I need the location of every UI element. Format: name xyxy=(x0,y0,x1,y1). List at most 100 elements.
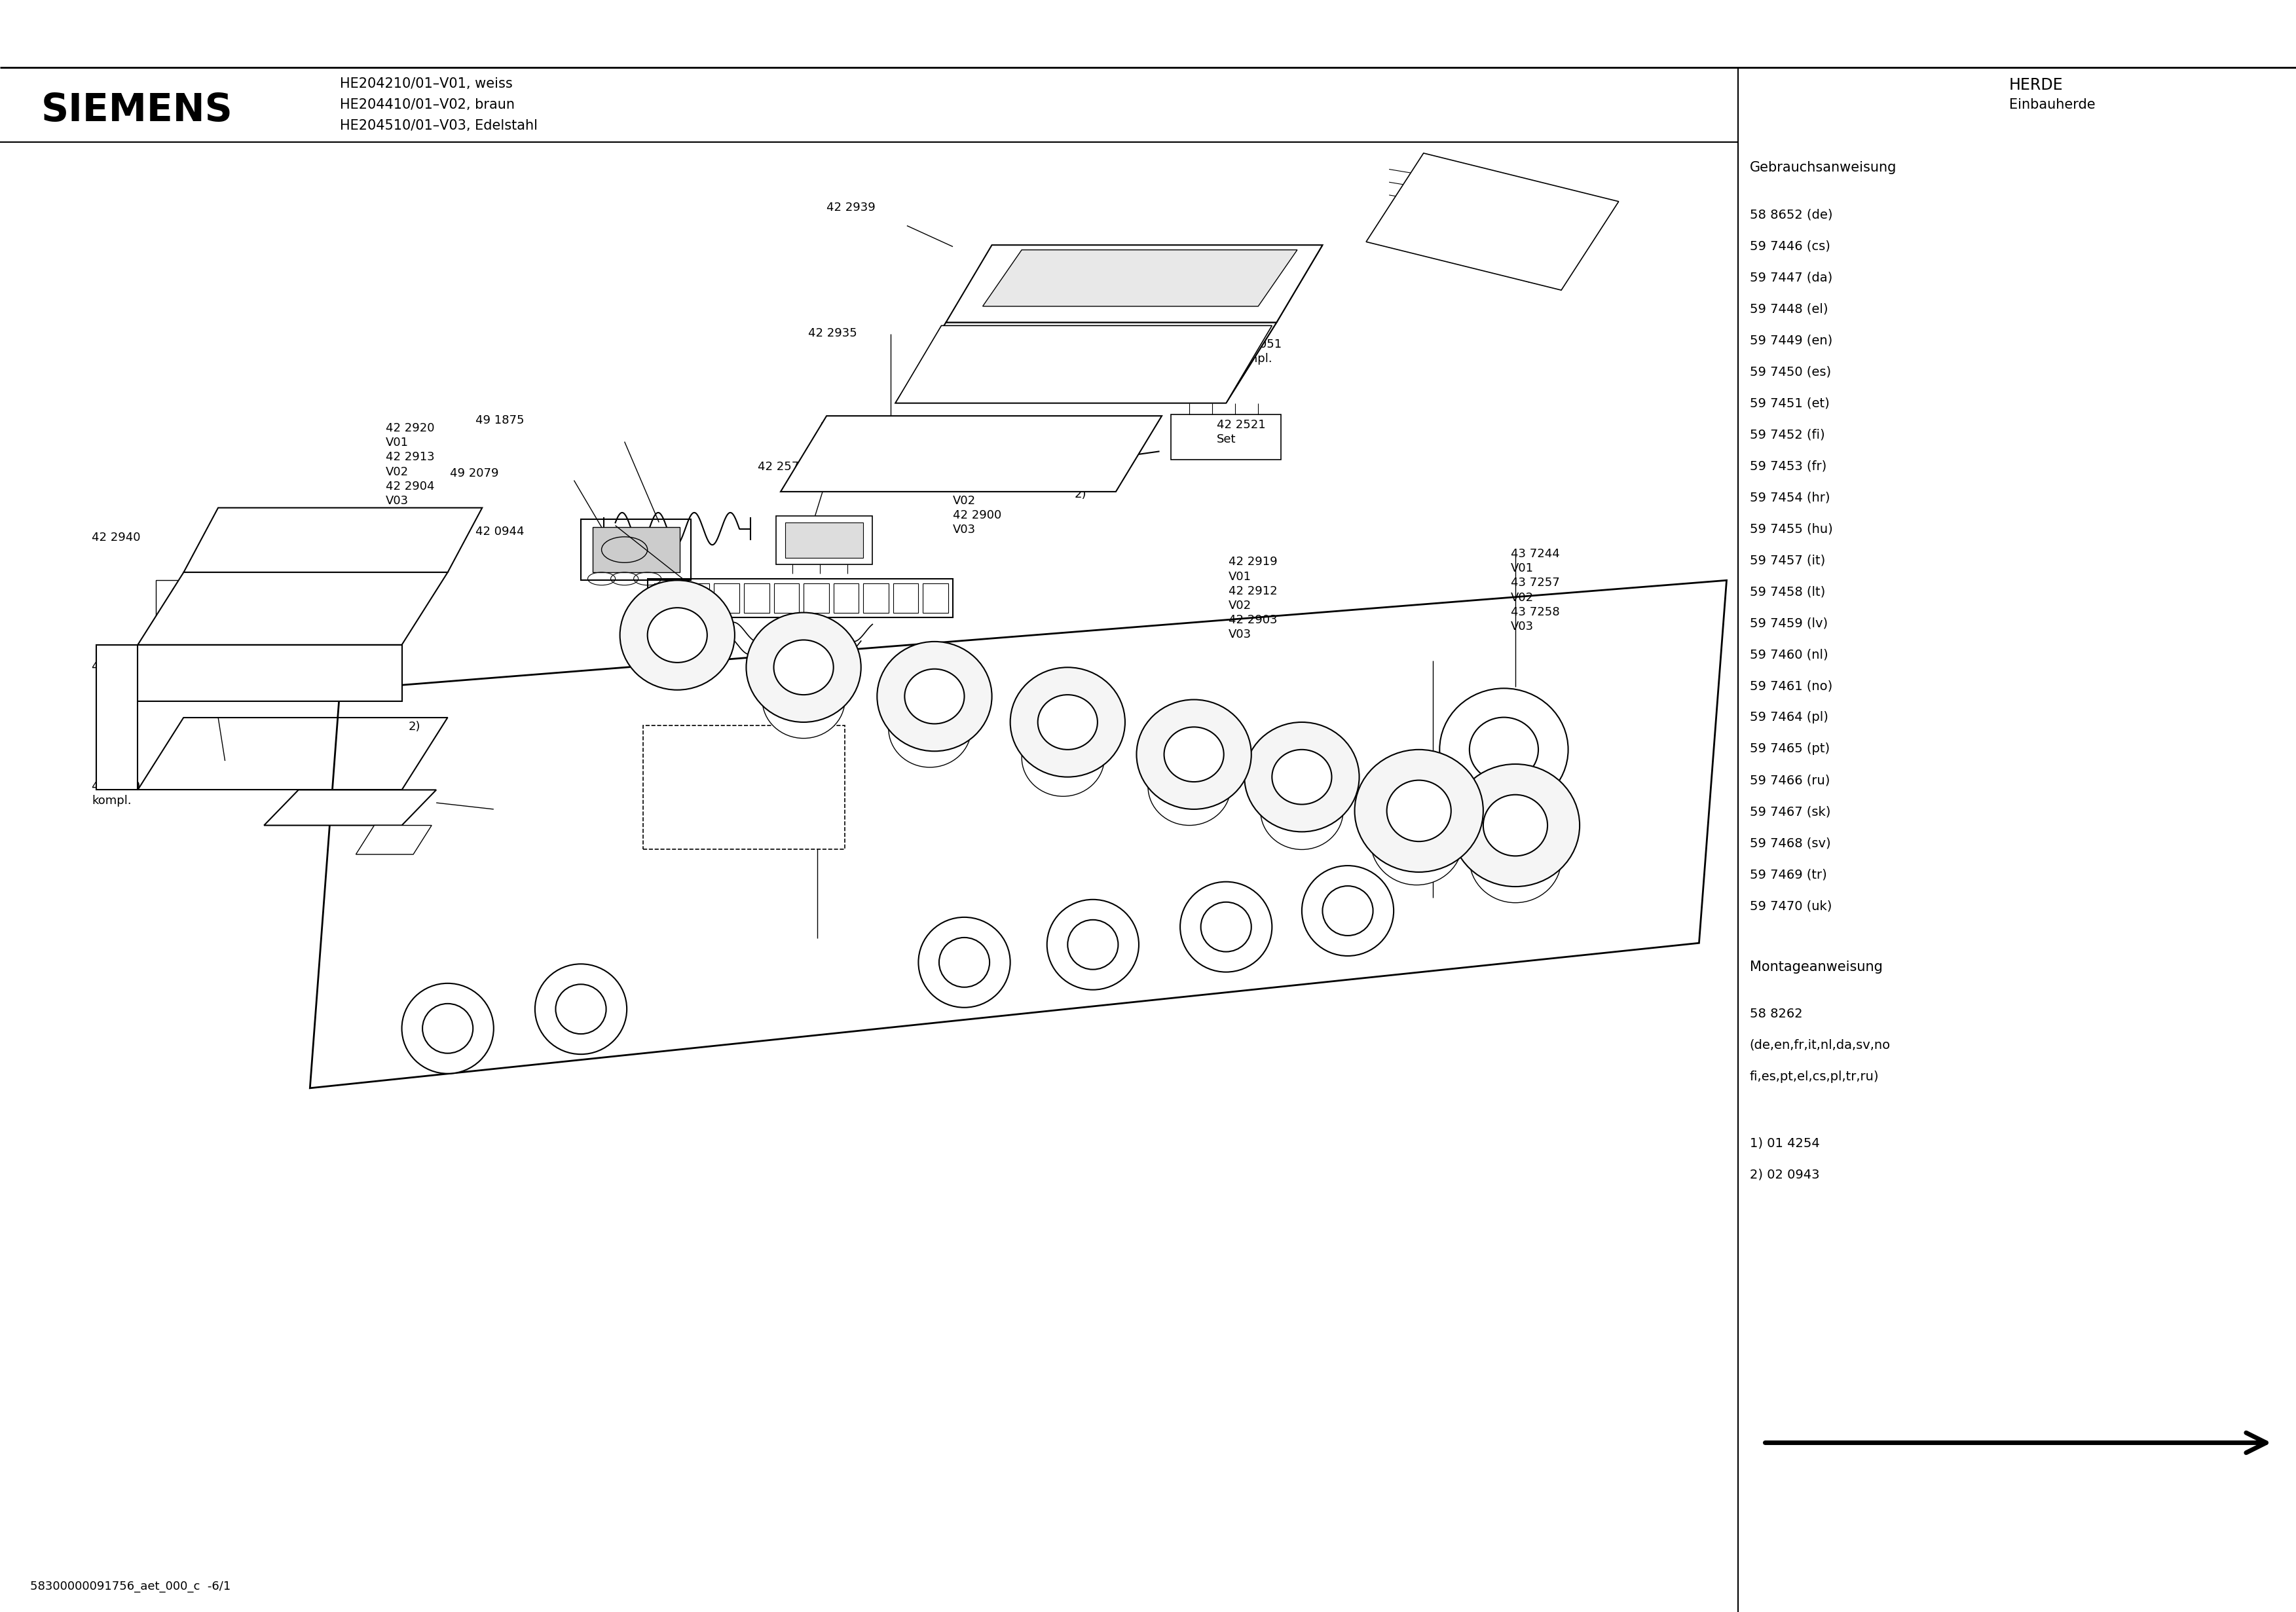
Ellipse shape xyxy=(1451,764,1580,887)
Bar xyxy=(863,584,889,613)
Bar xyxy=(156,580,276,632)
Text: 59 7458 (lt): 59 7458 (lt) xyxy=(1750,585,1825,598)
Ellipse shape xyxy=(1201,903,1251,951)
Ellipse shape xyxy=(1322,887,1373,935)
Bar xyxy=(923,584,948,613)
Text: Einbauherde: Einbauherde xyxy=(2009,98,2096,111)
Text: SIEMENS: SIEMENS xyxy=(41,92,232,129)
Bar xyxy=(714,584,739,613)
Polygon shape xyxy=(895,326,1272,403)
Text: 58 8652 (de): 58 8652 (de) xyxy=(1750,208,1832,221)
Text: 59 7461 (no): 59 7461 (no) xyxy=(1750,680,1832,692)
Text: 15 0347: 15 0347 xyxy=(1378,222,1426,234)
Text: (de,en,fr,it,nl,da,sv,no: (de,en,fr,it,nl,da,sv,no xyxy=(1750,1038,1890,1051)
Text: fi,es,pt,el,cs,pl,tr,ru): fi,es,pt,el,cs,pl,tr,ru) xyxy=(1750,1070,1878,1083)
Bar xyxy=(581,519,691,580)
Text: 2): 2) xyxy=(1075,488,1086,500)
Ellipse shape xyxy=(1355,750,1483,872)
Text: 59 7454 (hr): 59 7454 (hr) xyxy=(1750,492,1830,503)
Text: 58 8262: 58 8262 xyxy=(1750,1008,1802,1020)
Ellipse shape xyxy=(877,642,992,751)
Text: 2) 02 0943: 2) 02 0943 xyxy=(1750,1169,1818,1182)
Bar xyxy=(654,584,680,613)
Ellipse shape xyxy=(620,580,735,690)
Text: 59 7460 (nl): 59 7460 (nl) xyxy=(1750,648,1828,661)
Text: 49 1875: 49 1875 xyxy=(475,414,523,426)
Text: 1): 1) xyxy=(1332,762,1343,774)
Ellipse shape xyxy=(1261,772,1343,850)
Ellipse shape xyxy=(939,938,990,987)
Bar xyxy=(964,430,1097,476)
Text: 42 2940: 42 2940 xyxy=(92,532,140,543)
Text: 42 2920
V01
42 2913
V02
42 2904
V03: 42 2920 V01 42 2913 V02 42 2904 V03 xyxy=(1506,737,1554,821)
Text: 49 0050
kompl.: 49 0050 kompl. xyxy=(92,780,140,806)
Text: 42 2920
V01
42 2913
V02
42 2904
V03: 42 2920 V01 42 2913 V02 42 2904 V03 xyxy=(386,422,434,506)
Text: 59 7448 (el): 59 7448 (el) xyxy=(1750,303,1828,314)
Text: 42 2939: 42 2939 xyxy=(827,202,875,213)
Text: 59 7446 (cs): 59 7446 (cs) xyxy=(1750,240,1830,251)
Ellipse shape xyxy=(1148,748,1231,825)
Text: 1): 1) xyxy=(1095,704,1107,716)
Ellipse shape xyxy=(1469,816,1561,903)
Ellipse shape xyxy=(1022,719,1104,796)
Ellipse shape xyxy=(1010,667,1125,777)
Polygon shape xyxy=(895,322,1277,403)
Polygon shape xyxy=(946,245,1322,322)
Ellipse shape xyxy=(1047,899,1139,990)
Ellipse shape xyxy=(422,1004,473,1053)
Ellipse shape xyxy=(746,613,861,722)
Text: 1) 01 4254: 1) 01 4254 xyxy=(1750,1136,1818,1149)
Text: 59 7451 (et): 59 7451 (et) xyxy=(1750,397,1830,409)
Text: 59 7468 (sv): 59 7468 (sv) xyxy=(1750,837,1830,850)
Ellipse shape xyxy=(402,983,494,1074)
Ellipse shape xyxy=(774,640,833,695)
Bar xyxy=(294,584,386,629)
Bar xyxy=(776,516,872,564)
Polygon shape xyxy=(184,508,482,572)
Text: 42 2935: 42 2935 xyxy=(808,327,856,339)
Bar xyxy=(785,522,863,558)
Text: HE204510/01–V03, Edelstahl: HE204510/01–V03, Edelstahl xyxy=(340,119,537,132)
Ellipse shape xyxy=(1302,866,1394,956)
Bar xyxy=(774,584,799,613)
Text: 59 7457 (it): 59 7457 (it) xyxy=(1750,555,1825,566)
Polygon shape xyxy=(310,580,1727,1088)
Text: HE204210/01–V01, weiss: HE204210/01–V01, weiss xyxy=(340,77,512,90)
Text: 2): 2) xyxy=(409,721,420,732)
Text: 59 7470 (uk): 59 7470 (uk) xyxy=(1750,899,1832,912)
Ellipse shape xyxy=(1440,688,1568,811)
Ellipse shape xyxy=(535,964,627,1054)
Bar xyxy=(1068,347,1137,379)
Ellipse shape xyxy=(762,661,845,738)
Text: 59 7455 (hu): 59 7455 (hu) xyxy=(1750,522,1832,535)
Ellipse shape xyxy=(1272,750,1332,804)
Ellipse shape xyxy=(1180,882,1272,972)
Polygon shape xyxy=(781,416,1162,492)
Bar xyxy=(647,579,953,617)
Polygon shape xyxy=(983,250,1297,306)
Text: 42 2919
V01
42 2912
V02
42 2903
V03: 42 2919 V01 42 2912 V02 42 2903 V03 xyxy=(1228,556,1277,640)
Text: 59 7466 (ru): 59 7466 (ru) xyxy=(1750,774,1830,787)
Ellipse shape xyxy=(556,985,606,1033)
Text: 59 7469 (tr): 59 7469 (tr) xyxy=(1750,869,1828,880)
Text: HERDE: HERDE xyxy=(2009,77,2064,93)
Bar xyxy=(1056,335,1159,387)
Text: 59 7450 (es): 59 7450 (es) xyxy=(1750,366,1830,377)
Ellipse shape xyxy=(1164,727,1224,782)
Text: 59 7464 (pl): 59 7464 (pl) xyxy=(1750,711,1828,724)
Text: 43 7244
V01
43 7257
V02
43 7258
V03: 43 7244 V01 43 7257 V02 43 7258 V03 xyxy=(1511,548,1559,632)
Bar xyxy=(172,588,259,624)
Bar xyxy=(1171,414,1281,459)
Text: 42 2521
Set: 42 2521 Set xyxy=(1217,419,1265,445)
Text: 1): 1) xyxy=(1451,758,1463,769)
Ellipse shape xyxy=(1244,722,1359,832)
Bar xyxy=(893,584,918,613)
Text: 49 0051
kompl.: 49 0051 kompl. xyxy=(1233,339,1281,364)
Bar xyxy=(804,584,829,613)
Text: HE204410/01–V02, braun: HE204410/01–V02, braun xyxy=(340,98,514,111)
Polygon shape xyxy=(138,645,402,701)
Text: Gebrauchsanweisung: Gebrauchsanweisung xyxy=(1750,161,1896,174)
Ellipse shape xyxy=(647,608,707,663)
Bar xyxy=(643,725,845,850)
Ellipse shape xyxy=(1038,695,1097,750)
